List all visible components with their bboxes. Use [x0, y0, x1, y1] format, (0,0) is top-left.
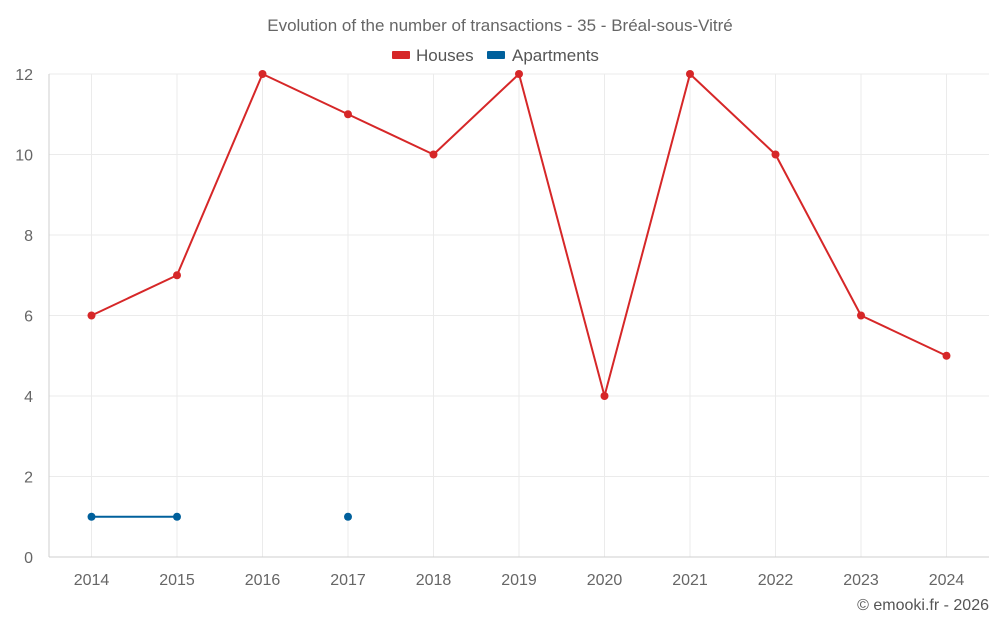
x-tick-label-2021: 2021 [672, 572, 708, 589]
legend-label-apartments: Apartments [512, 46, 599, 65]
point-houses-2018[interactable] [429, 150, 438, 159]
line-segment-houses-2019 [518, 73, 606, 397]
legend-item-houses[interactable]: Houses [392, 46, 474, 65]
y-tick-label-10: 10 [15, 148, 33, 165]
x-tick-label-2017: 2017 [330, 572, 366, 589]
point-apartments-2015[interactable] [173, 512, 181, 521]
chart-title: Evolution of the number of transactions … [267, 16, 733, 35]
tick-labels: 0 2 4 6 8 10 12 2014 2015 2016 2017 2018 2019 2020 202… [15, 67, 964, 589]
credit-text: © emooki.fr - 2026 [857, 597, 989, 614]
x-tick-label-2016: 2016 [245, 572, 281, 589]
line-segment-houses-2014 [90, 274, 178, 317]
line-segment-houses-2015 [176, 73, 264, 277]
x-tick-label-2015: 2015 [159, 572, 195, 589]
point-houses-2014[interactable] [87, 311, 96, 320]
y-tick-label-4: 4 [24, 389, 33, 406]
legend: Houses Apartments [392, 46, 599, 65]
line-segment-houses-2023 [860, 314, 948, 357]
line-segment-houses-2017 [347, 113, 435, 156]
legend-label-houses: Houses [416, 46, 474, 65]
y-tick-label-0: 0 [24, 550, 33, 567]
line-segment-houses-2018 [432, 73, 520, 156]
line-segment-houses-2021 [689, 73, 777, 156]
axes [48, 74, 989, 558]
point-houses-2019[interactable] [515, 70, 523, 78]
x-tick-label-2018: 2018 [416, 572, 452, 589]
line-segment-houses-2022 [774, 153, 862, 317]
point-houses-2020[interactable] [600, 392, 609, 400]
series-layer [87, 70, 951, 521]
line-segment-houses-2020 [603, 73, 691, 397]
point-houses-2024[interactable] [942, 351, 951, 360]
point-houses-2016[interactable] [258, 70, 267, 78]
point-apartments-2014[interactable] [87, 512, 96, 521]
x-tick-label-2019: 2019 [501, 572, 537, 589]
series-apartments [87, 512, 352, 521]
y-tick-label-2: 2 [24, 470, 33, 487]
series-houses [87, 70, 951, 400]
point-houses-2015[interactable] [173, 271, 181, 280]
point-apartments-2017[interactable] [344, 512, 352, 521]
x-tick-label-2023: 2023 [843, 572, 879, 589]
point-houses-2021[interactable] [686, 70, 694, 78]
x-tick-label-2022: 2022 [758, 572, 794, 589]
x-tick-label-2024: 2024 [929, 572, 965, 589]
point-houses-2023[interactable] [857, 311, 865, 320]
y-tick-label-6: 6 [24, 309, 33, 326]
y-tick-label-8: 8 [24, 228, 33, 245]
y-tick-label-12: 12 [15, 67, 33, 84]
x-tick-label-2020: 2020 [587, 572, 623, 589]
legend-swatch-apartments [487, 51, 505, 59]
legend-item-apartments[interactable]: Apartments [487, 46, 599, 65]
line-segment-houses-2016 [261, 73, 349, 116]
point-houses-2017[interactable] [344, 110, 352, 119]
point-houses-2022[interactable] [771, 150, 780, 159]
x-tick-label-2014: 2014 [74, 572, 110, 589]
grid [49, 73, 989, 557]
legend-swatch-houses [392, 51, 410, 59]
